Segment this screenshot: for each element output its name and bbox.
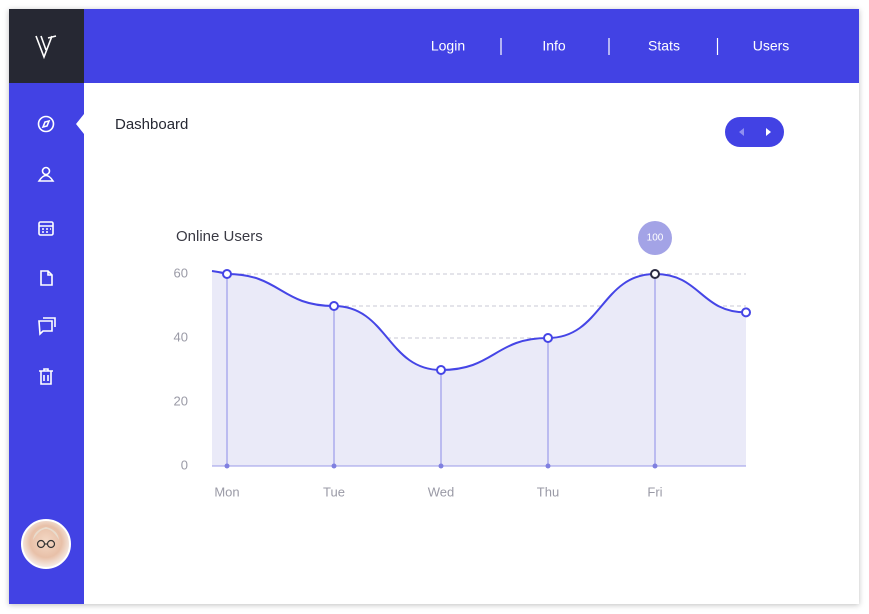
chart-title: Online Users <box>176 228 263 245</box>
prev-button[interactable] <box>739 128 744 136</box>
nav-link[interactable]: Login <box>431 38 465 54</box>
point <box>650 269 660 279</box>
sidebar <box>9 83 84 604</box>
point <box>222 269 232 279</box>
avatar-glasses <box>36 539 56 549</box>
chat-icon[interactable] <box>38 317 56 336</box>
nav-link[interactable]: Stats <box>648 38 680 54</box>
point <box>741 307 751 318</box>
logo <box>35 35 57 60</box>
baseline-dot <box>438 463 444 469</box>
baseline-dot <box>331 463 337 469</box>
compass-needle <box>41 119 51 129</box>
top-bar <box>84 9 859 83</box>
nav-link[interactable]: Users <box>753 38 790 54</box>
user-icon[interactable] <box>41 166 51 176</box>
calendar-icon[interactable] <box>38 221 54 236</box>
baseline-dot <box>652 463 658 469</box>
y-tick-label: 40 <box>174 329 188 344</box>
logo-box <box>9 9 84 83</box>
y-tick-label: 60 <box>174 265 188 280</box>
x-tick-label: Tue <box>323 484 345 499</box>
y-tick-label: 20 <box>174 393 188 408</box>
user-body <box>37 174 55 182</box>
x-tick-label: Wed <box>428 484 455 499</box>
line <box>226 272 747 372</box>
x-tick-label: Mon <box>214 484 239 499</box>
file-icon[interactable] <box>40 270 53 286</box>
annotation-badge <box>638 221 672 255</box>
page-title: Dashboard <box>115 116 188 133</box>
baseline-dot <box>224 463 230 469</box>
area <box>212 271 746 466</box>
x-tick-label: Thu <box>537 484 559 499</box>
y-tick-label: 0 <box>181 457 188 472</box>
calendar-lines <box>39 225 53 233</box>
trash-icon[interactable] <box>39 368 53 385</box>
next-button[interactable] <box>766 128 771 136</box>
annotation: 100 <box>647 233 664 244</box>
nav-link[interactable]: Info <box>542 38 566 54</box>
point <box>329 301 339 311</box>
compass-icon[interactable] <box>37 115 55 133</box>
point <box>543 333 553 343</box>
avatar-hair <box>33 527 59 540</box>
baseline-dot <box>545 463 551 469</box>
point <box>436 365 446 375</box>
sidebar-icons <box>37 115 56 385</box>
active-indicator <box>76 114 84 134</box>
pager <box>725 117 784 147</box>
x-tick-label: Fri <box>647 484 662 499</box>
